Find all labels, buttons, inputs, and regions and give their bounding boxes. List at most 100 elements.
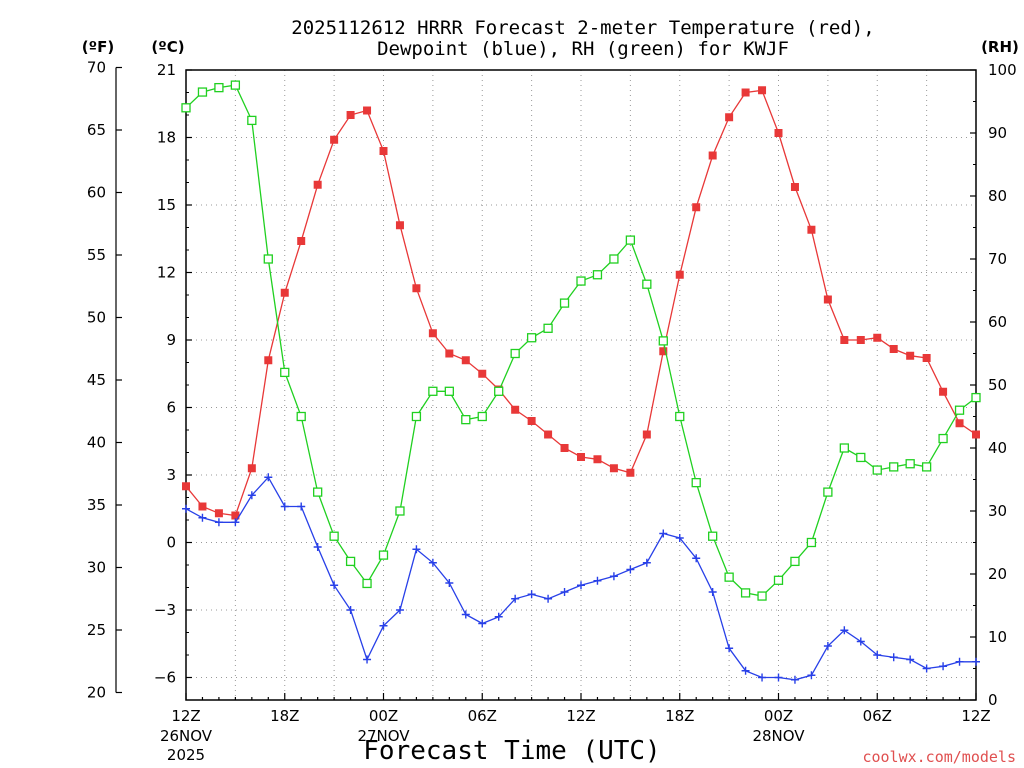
- rh-series: [181, 80, 981, 601]
- rh-point: [543, 323, 553, 333]
- dewpoint-point: [609, 572, 618, 581]
- rh-tick-label: 100: [988, 61, 1017, 79]
- dewpoint-point: [198, 513, 207, 522]
- dewpoint-point: [955, 657, 964, 666]
- temperature-point: [659, 347, 668, 356]
- x-tick-label: 12Z: [961, 707, 990, 725]
- dewpoint-point: [790, 675, 799, 684]
- dewpoint-point: [626, 565, 635, 574]
- dewpoint-point: [461, 610, 470, 619]
- temperature-point: [182, 482, 190, 491]
- dewpoint-point: [395, 606, 404, 614]
- rh-point: [444, 386, 454, 396]
- credit-link[interactable]: coolwx.com/models: [862, 748, 1016, 766]
- rh-tick-label: 30: [988, 502, 1007, 520]
- temperature-point: [461, 356, 470, 365]
- rh-point: [395, 506, 405, 516]
- dewpoint-point: [363, 655, 372, 664]
- dewpoint-point: [379, 621, 388, 630]
- dewpoint-point: [593, 576, 602, 585]
- dewpoint-point: [758, 673, 767, 682]
- dewpoint-point: [642, 558, 651, 567]
- rh-tick-label: 60: [988, 313, 1007, 331]
- temperature-point: [774, 129, 783, 137]
- rh-point: [477, 411, 487, 422]
- rh-point: [510, 348, 520, 359]
- rh-point: [263, 254, 273, 264]
- temperature-point: [922, 354, 931, 362]
- temperature-point: [412, 284, 421, 293]
- celsius-tick-label: 12: [157, 264, 176, 282]
- rh-point: [362, 578, 372, 589]
- rh-tick-label: 20: [988, 565, 1007, 583]
- x-tick-date-label: 26NOV: [160, 727, 213, 745]
- temperature-point: [873, 333, 882, 342]
- temperature-point: [741, 88, 750, 97]
- celsius-tick-label: 3: [166, 466, 176, 484]
- temperature-point: [527, 417, 536, 425]
- rh-point: [313, 487, 323, 497]
- rh-point: [625, 235, 636, 245]
- dewpoint-point: [330, 581, 339, 590]
- rh-tick-label: 10: [988, 628, 1007, 646]
- dewpoint-point: [527, 590, 536, 599]
- dewpoint-point: [247, 491, 256, 500]
- rh-point: [971, 392, 981, 403]
- rh-point: [461, 414, 471, 425]
- dewpoint-point: [741, 666, 750, 675]
- temperature-point: [428, 329, 437, 338]
- celsius-tick-label: −6: [154, 669, 176, 687]
- dewpoint-point: [182, 504, 190, 513]
- temperature-point: [544, 430, 553, 439]
- fahrenheit-tick-label: 70: [87, 59, 106, 77]
- x-tick-label: 06Z: [468, 707, 497, 725]
- dewpoint-point: [264, 473, 273, 482]
- dewpoint-point: [313, 543, 322, 551]
- celsius-tick-label: −3: [154, 601, 176, 619]
- temperature-point: [577, 453, 585, 461]
- rh-tick-label: 40: [988, 439, 1007, 457]
- x-axis-title: Forecast Time (UTC): [363, 736, 660, 766]
- fahrenheit-tick-label: 35: [87, 496, 106, 514]
- x-tick-label: 12Z: [171, 707, 200, 725]
- rh-point: [740, 588, 751, 598]
- temperature-point: [856, 336, 865, 344]
- rh-point: [329, 531, 339, 541]
- temperature-point: [609, 464, 618, 473]
- rh-point: [658, 336, 668, 346]
- temperature-series: [182, 86, 980, 520]
- celsius-tick-label: 15: [157, 196, 176, 214]
- x-tick-date-label: 28NOV: [752, 727, 805, 745]
- rh-point: [872, 465, 882, 475]
- rh-tick-label: 50: [988, 376, 1007, 394]
- fahrenheit-tick-label: 45: [87, 371, 106, 389]
- rh-tick-label: 0: [988, 691, 998, 709]
- dewpoint-point: [511, 594, 520, 603]
- dewpoint-point: [577, 581, 585, 590]
- temperature-point: [692, 203, 701, 212]
- dewpoint-point: [412, 545, 421, 554]
- temperature-point: [823, 295, 832, 304]
- rh-point: [609, 254, 619, 264]
- rh-point: [708, 531, 718, 541]
- dewpoint-point: [889, 653, 898, 662]
- temperature-point: [889, 345, 898, 353]
- dewpoint-series-line: [185, 476, 976, 681]
- dewpoint-series: [182, 473, 980, 684]
- dewpoint-point: [297, 502, 306, 511]
- rh-tick-label: 90: [988, 124, 1007, 142]
- dewpoint-point: [494, 612, 503, 621]
- temperature-point: [330, 135, 339, 144]
- temperature-point: [346, 111, 355, 119]
- dewpoint-point: [280, 502, 289, 511]
- dewpoint-point: [428, 558, 437, 567]
- dewpoint-point: [906, 655, 915, 664]
- dewpoint-point: [807, 671, 816, 680]
- temperature-point: [214, 509, 223, 518]
- dewpoint-point: [972, 657, 980, 666]
- x-tick-label: 06Z: [863, 707, 892, 725]
- celsius-tick-label: 6: [166, 399, 176, 417]
- temperature-point: [906, 351, 915, 360]
- dewpoint-point: [840, 626, 849, 635]
- rh-point: [197, 87, 208, 97]
